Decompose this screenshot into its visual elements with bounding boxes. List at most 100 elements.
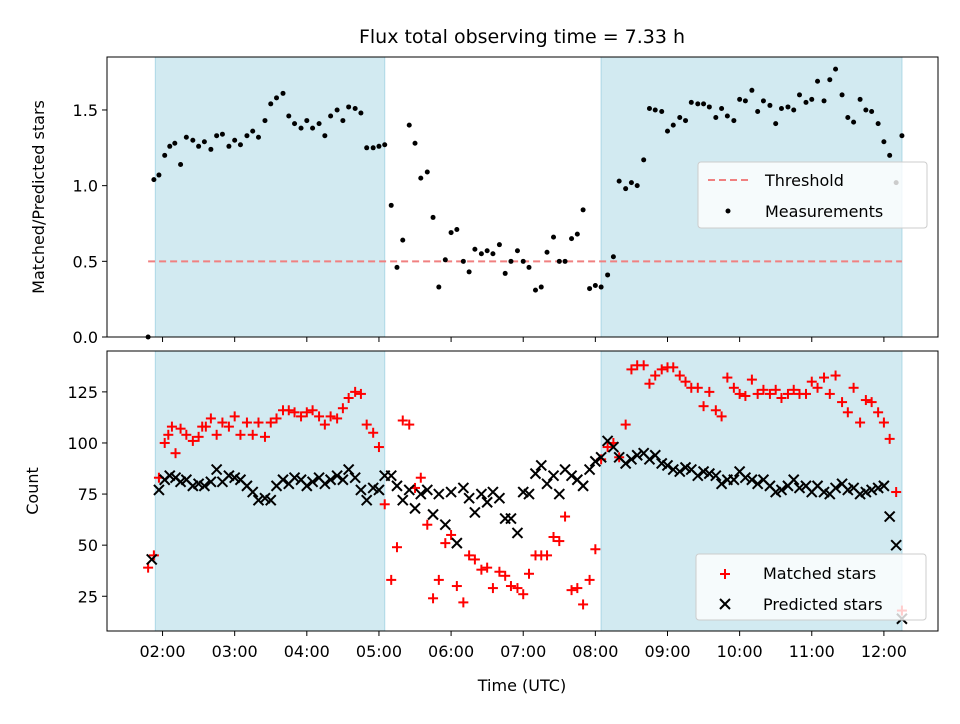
predicted-star-point [277,474,289,486]
matched-star-point [716,411,727,422]
measurement-point [208,146,214,152]
x-tick-label: 12:00 [861,642,907,661]
matched-star-point [337,403,348,414]
predicted-star-stroke-b [337,474,349,486]
predicted-star-point [890,539,902,551]
measurement-point [701,101,707,107]
matched-star-point [698,401,709,412]
predicted-star-stroke-b [153,484,165,496]
x-tick-label: 06:00 [428,642,474,661]
measurement-point [526,264,532,270]
matched-star-point [668,362,679,373]
measurement-point [646,105,652,111]
predicted-star-stroke-b [739,472,752,484]
matched-star-point [469,554,480,565]
measurement-point [370,145,376,151]
matched-star-point [620,419,631,430]
predicted-star-stroke-b [505,512,517,525]
predicted-star-stroke-b [751,478,764,490]
matched-star-point [860,395,871,406]
predicted-star-stroke-b [883,510,896,523]
matched-star-point [758,384,769,395]
bottom-y-tick-label: 25 [78,587,98,606]
bottom-plot-frame [106,350,939,632]
measurement-point [688,99,694,105]
measurement-point [244,133,250,139]
predicted-star-stroke-b [331,469,343,482]
measurement-point [322,133,328,139]
predicted-star-point [415,488,427,500]
measurement-point [634,183,640,189]
matched-star-point [368,427,379,438]
matched-star-point [451,581,462,592]
measurement-point [201,139,207,145]
predicted-star-stroke-b [547,469,560,482]
predicted-star-point [865,484,878,496]
predicted-star-stroke-b [728,474,740,486]
x-tick-label: 02:00 [139,642,185,661]
measurement-point [851,119,857,125]
matched-star-point [626,364,637,375]
predicted-star-point [595,451,607,463]
matched-star-point [710,405,721,416]
predicted-star-point [210,463,223,476]
predicted-star-stroke-b [228,472,241,484]
matched-star-point [379,499,390,510]
predicted-star-point [469,506,481,519]
predicted-star-stroke-b [223,469,235,482]
predicted-star-point [265,494,277,506]
measurement-point [742,98,748,104]
matched-star-point [319,419,330,430]
predicted-star-point [829,482,842,494]
measurement-point [760,98,766,104]
predicted-star-point [529,467,542,480]
predicted-star-stroke-b [523,488,535,500]
predicted-star-point [878,480,890,492]
top-shaded-region-0 [154,56,386,338]
measurement-point [791,107,797,113]
predicted-star-stroke-b [595,451,607,463]
measurement-point [881,139,887,145]
matched-star-point [200,421,211,432]
matched-star-point [175,423,186,434]
measurement-point [490,251,496,257]
predicted-star-point [788,474,800,486]
predicted-star-stroke-b [475,488,488,500]
measurement-point [869,108,875,114]
measurement-point [887,152,893,158]
measurement-point [448,230,454,236]
predicted-star-point [739,472,752,484]
predicted-star-point [481,496,493,508]
measurement-point [418,175,424,181]
predicted-star-point [331,469,343,482]
matched-star-point [782,388,793,399]
matched-star-point [578,599,589,610]
predicted-star-stroke-b [793,482,806,494]
matched-star-point [271,413,282,424]
predicted-star-point [301,480,313,492]
matched-star-point [482,562,493,573]
matched-star-point [247,429,258,440]
legend-matched-label: Matched stars [763,564,876,583]
predicted-star-stroke-b [164,469,176,482]
matched-star-point [848,382,859,393]
matched-star-point [283,405,294,416]
measurement-point [162,152,168,158]
predicted-star-point [775,484,788,496]
bottom-y-tick-label: 50 [78,536,98,555]
measurement-point [430,214,436,220]
predicted-star-point [715,478,728,490]
predicted-star-stroke-b [349,472,361,484]
predicted-star-point [427,508,439,521]
measurement-point [364,145,370,151]
measurement-point [719,105,725,111]
measurement-point [562,258,568,264]
matched-star-point [373,442,384,453]
predicted-star-stroke-b [487,486,499,498]
predicted-star-stroke-b [649,449,661,461]
matched-star-point [343,393,354,404]
predicted-star-point [674,465,686,478]
top-legend: Threshold Measurements [697,161,928,229]
bottom-y-axis: 25 50 75 100 125 [67,383,107,606]
predicted-star-stroke-b [259,492,271,504]
